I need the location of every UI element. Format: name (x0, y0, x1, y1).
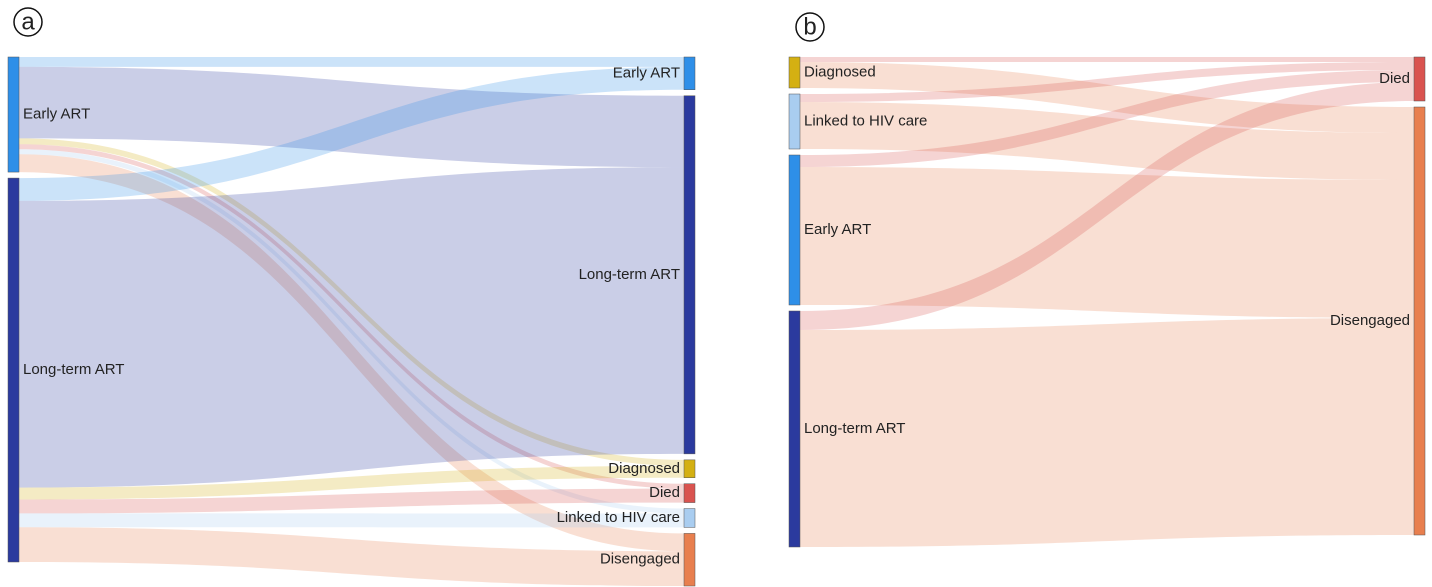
target-node (1413, 106, 1426, 536)
target-node (683, 508, 696, 528)
target-node (683, 483, 696, 503)
flow-link (19, 149, 684, 514)
source-node (7, 177, 20, 563)
flow-link (19, 144, 684, 489)
source-label: Diagnosed (804, 63, 876, 80)
source-label: Linked to HIV care (804, 112, 927, 129)
flow-link (800, 102, 1414, 180)
flow-link (19, 513, 684, 528)
flow-link (19, 527, 684, 586)
source-node (788, 93, 801, 150)
source-label: Long-term ART (23, 361, 124, 378)
panel-label: a (21, 8, 35, 35)
sankey-panel: b Diagnosed Linked to HIV care Early ART Lon… (788, 12, 1426, 548)
flow-link (800, 70, 1414, 167)
source-label: Early ART (23, 106, 90, 123)
target-label: Diagnosed (608, 460, 680, 477)
target-node (683, 459, 696, 478)
flow-link (19, 57, 684, 67)
source-node (788, 310, 801, 548)
panel-label: b (803, 13, 816, 40)
target-node (683, 56, 696, 90)
flow-link (19, 138, 684, 466)
flow-link (19, 154, 684, 552)
links (800, 57, 1414, 547)
target-label: Early ART (613, 64, 680, 81)
flow-link (19, 465, 684, 500)
flow-link (800, 82, 1414, 330)
target-label: Died (649, 484, 680, 501)
source-node (788, 154, 801, 306)
target-label: Disengaged (1330, 312, 1410, 329)
target-label: Disengaged (600, 551, 680, 568)
target-label: Died (1379, 70, 1410, 87)
flow-link (19, 66, 684, 201)
target-node (683, 533, 696, 587)
sankey-panel: a Early ART Long-term ART Early ART Long-ter… (7, 7, 696, 587)
target-node (1413, 56, 1426, 102)
flow-link (800, 62, 1414, 133)
source-label: Early ART (804, 221, 871, 238)
flow-link (800, 318, 1414, 547)
flow-link (800, 62, 1414, 102)
target-label: Linked to HIV care (557, 509, 680, 526)
flow-link (800, 57, 1414, 62)
flow-link (19, 66, 684, 168)
target-label: Long-term ART (579, 266, 680, 283)
source-node (7, 56, 20, 173)
flow-link (19, 488, 684, 514)
panel-label-circle (795, 12, 825, 42)
flow-link (19, 167, 684, 488)
source-node (788, 56, 801, 89)
source-label: Long-term ART (804, 420, 905, 437)
flow-link (800, 167, 1414, 318)
links (19, 57, 684, 586)
target-node (683, 95, 696, 455)
panel-label-circle (13, 7, 43, 37)
